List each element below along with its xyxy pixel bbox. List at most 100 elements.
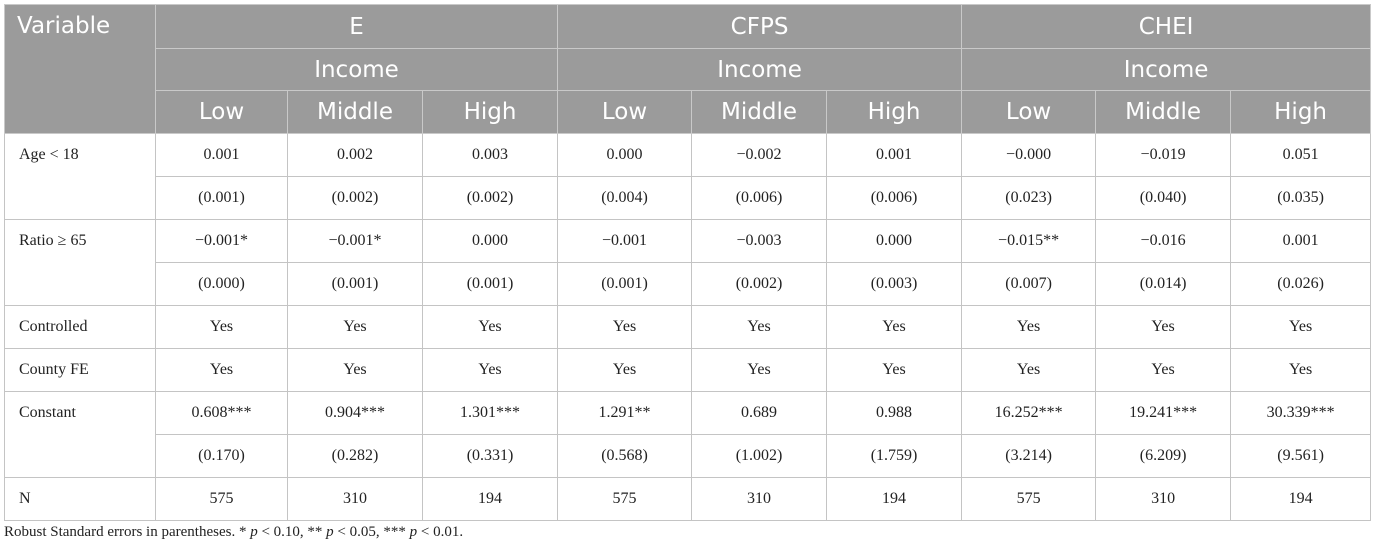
coefficient-cell: 194 [1230, 477, 1372, 521]
coefficient-cell: 194 [421, 477, 559, 521]
standard-error-cell: (6.209) [1095, 434, 1232, 478]
coefficient-cell: −0.002 [691, 133, 828, 177]
coefficient-cell: −0.000 [961, 133, 1097, 177]
level-header-low: Low [155, 90, 288, 134]
standard-error-cell: (1.759) [826, 434, 963, 478]
standard-error-cell: (0.006) [826, 176, 963, 220]
footnote-p: p [326, 524, 334, 540]
coefficient-cell: Yes [1095, 348, 1232, 392]
footnote-threshold-1: < 0.10, ** [257, 524, 327, 540]
coefficient-cell: 16.252*** [961, 391, 1097, 435]
standard-error-cell: (0.568) [557, 434, 693, 478]
standard-error-cell: (0.002) [691, 262, 828, 306]
coefficient-cell: −0.016 [1095, 219, 1232, 263]
standard-error-cell: (0.170) [155, 434, 288, 478]
standard-error-cell: (0.001) [155, 176, 288, 220]
standard-error-cell: (0.035) [1230, 176, 1372, 220]
coefficient-cell: −0.001* [287, 219, 423, 263]
level-header-high: High [421, 90, 559, 134]
coefficient-cell: Yes [961, 305, 1097, 349]
coefficient-cell: Yes [1230, 305, 1372, 349]
footnote-p: p [409, 524, 418, 540]
standard-error-cell: (0.282) [287, 434, 423, 478]
coefficient-cell: Yes [421, 348, 559, 392]
level-header-high: High [826, 90, 963, 134]
group-header-e: E [154, 4, 559, 49]
coefficient-cell: Yes [1230, 348, 1372, 392]
footnote-threshold-2: < 0.05, *** [333, 524, 410, 540]
coefficient-cell: 310 [1095, 477, 1232, 521]
coefficient-cell: 0.051 [1230, 133, 1372, 177]
coefficient-cell: 0.608*** [155, 391, 288, 435]
standard-error-cell: (0.331) [421, 434, 559, 478]
table-row: Controlled Yes Yes Yes Yes Yes Yes Yes Yes Yes [4, 305, 1372, 349]
coefficient-cell: Yes [961, 348, 1097, 392]
coefficient-cell: 0.000 [557, 133, 693, 177]
coefficient-cell: Yes [155, 348, 288, 392]
row-label: Ratio ≥ 65 [4, 219, 156, 306]
coefficient-cell: −0.003 [691, 219, 828, 263]
footnote-p: p [250, 524, 258, 540]
income-subheader: Income [154, 48, 559, 91]
standard-error-cell: (0.000) [155, 262, 288, 306]
coefficient-cell: Yes [557, 348, 693, 392]
income-subheader: Income [961, 48, 1372, 91]
coefficient-cell: 0.003 [421, 133, 559, 177]
standard-error-cell: (0.023) [961, 176, 1097, 220]
coefficient-cell: Yes [421, 305, 559, 349]
standard-error-cell: (0.006) [691, 176, 828, 220]
row-label: N [4, 477, 156, 521]
coefficient-cell: 575 [557, 477, 693, 521]
coefficient-cell: 0.002 [287, 133, 423, 177]
standard-error-cell: (0.014) [1095, 262, 1232, 306]
coefficient-cell: 310 [287, 477, 423, 521]
table-row-se: (0.000) (0.001) (0.001) (0.001) (0.002) (0.00… [5, 262, 1372, 306]
level-header-low: Low [557, 90, 693, 134]
coefficient-cell: Yes [826, 348, 963, 392]
row-label: Constant [4, 391, 156, 478]
coefficient-cell: Yes [287, 305, 423, 349]
footnote-threshold-3: < 0.01. [417, 524, 464, 540]
table-body: Age < 18 0.001 0.002 0.003 0.000 −0.002 0.001−… [4, 133, 1372, 521]
standard-error-cell: (0.002) [287, 176, 423, 220]
coefficient-cell: Yes [826, 305, 963, 349]
standard-error-cell: (0.003) [826, 262, 963, 306]
table-row: Age < 18 0.001 0.002 0.003 0.000 −0.002 0.001−… [4, 133, 1372, 220]
coefficient-cell: 0.689 [691, 391, 828, 435]
coefficient-cell: Yes [557, 305, 693, 349]
coefficient-cell: −0.001* [155, 219, 288, 263]
coefficient-cell: −0.019 [1095, 133, 1232, 177]
income-subheader: Income [557, 48, 963, 91]
standard-error-cell: (0.040) [1095, 176, 1232, 220]
standard-error-cell: (0.001) [557, 262, 693, 306]
group-header-chei: CHEI [961, 4, 1372, 49]
coefficient-cell: 575 [961, 477, 1097, 521]
table-row: County FE Yes Yes Yes Yes Yes Yes Yes Yes Yes [4, 348, 1372, 392]
footnote-prefix: Robust Standard errors in parentheses. * [4, 524, 251, 540]
coefficient-cell: 194 [826, 477, 963, 521]
standard-error-cell: (0.007) [961, 262, 1097, 306]
regression-table: Variable E CFPS CHEI Income Income Incom… [4, 4, 1372, 521]
coefficient-cell: 1.291** [557, 391, 693, 435]
coefficient-cell: 310 [691, 477, 828, 521]
coefficient-cell: 0.001 [826, 133, 963, 177]
standard-error-cell: (0.001) [421, 262, 559, 306]
level-header-high: High [1230, 90, 1372, 134]
standard-error-cell: (0.002) [421, 176, 559, 220]
regression-table-container: Variable E CFPS CHEI Income Income Incom… [4, 4, 1372, 521]
standard-error-cell: (0.001) [287, 262, 423, 306]
coefficient-cell: 0.000 [826, 219, 963, 263]
coefficient-cell: 1.301*** [421, 391, 559, 435]
level-header-middle: Middle [1095, 90, 1232, 134]
level-header-middle: Middle [287, 90, 423, 134]
table-footnote: Robust Standard errors in parentheses. *… [4, 524, 463, 541]
row-label: County FE [4, 348, 156, 392]
row-label: Controlled [4, 305, 156, 349]
coefficient-cell: 0.001 [155, 133, 288, 177]
table-row-se: (0.001) (0.002) (0.002) (0.004) (0.006) (0.00… [5, 176, 1372, 220]
coefficient-cell: Yes [691, 348, 828, 392]
row-label: Age < 18 [4, 133, 156, 220]
coefficient-cell: Yes [155, 305, 288, 349]
coefficient-cell: 0.988 [826, 391, 963, 435]
table-row: Constant 0.608*** 0.904*** 1.301*** 1.291** 0… [4, 391, 1372, 478]
